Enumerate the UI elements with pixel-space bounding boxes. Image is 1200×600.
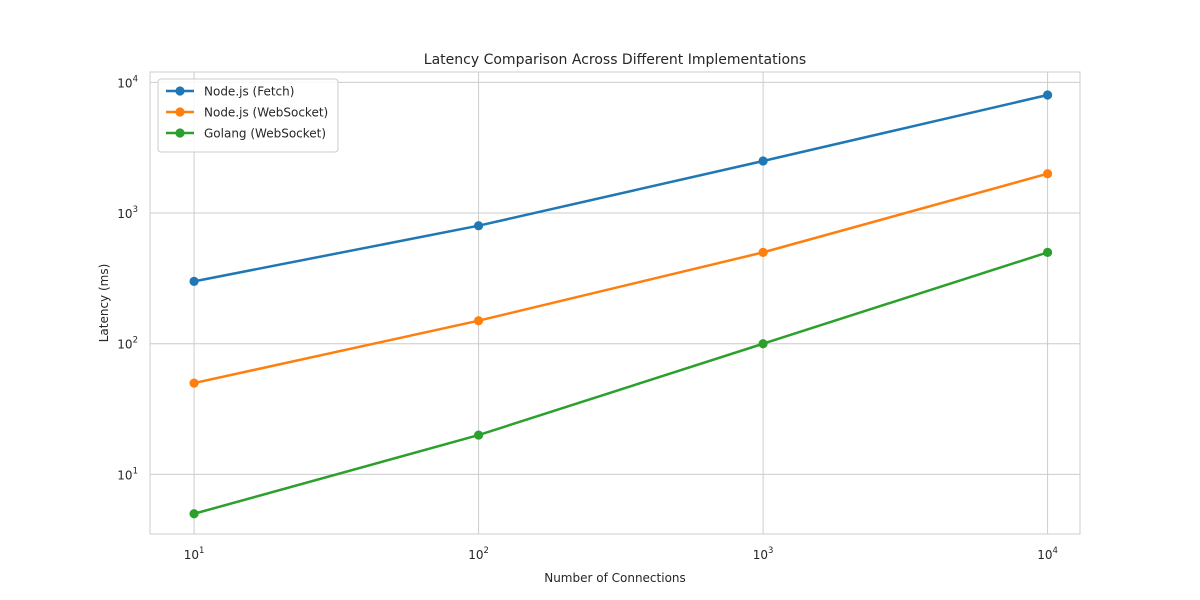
data-point xyxy=(189,509,199,519)
series-line xyxy=(192,172,1049,385)
y-tick-label: 103 xyxy=(117,205,138,221)
x-tick-base: 10 xyxy=(184,548,199,562)
legend-label: Node.js (Fetch) xyxy=(204,85,294,99)
data-point xyxy=(758,156,768,166)
y-tick-base: 10 xyxy=(117,468,132,482)
series-group xyxy=(189,90,1053,519)
data-point xyxy=(189,276,199,286)
x-tick-base: 10 xyxy=(468,548,483,562)
x-tick-exponent: 4 xyxy=(1053,546,1058,556)
x-tick-base: 10 xyxy=(753,548,768,562)
data-point xyxy=(758,339,768,349)
x-tick-label: 101 xyxy=(184,546,205,562)
legend: Node.js (Fetch) Node.js (WebSocket) Golang… xyxy=(157,78,339,153)
legend-box xyxy=(157,78,339,153)
plot-frame xyxy=(149,71,1081,535)
x-tick-label: 104 xyxy=(1037,546,1058,562)
data-point xyxy=(473,430,484,440)
data-point xyxy=(189,378,199,388)
legend-swatch-marker xyxy=(175,107,185,117)
legend-label: Node.js (WebSocket) xyxy=(204,106,328,120)
x-tick-label: 103 xyxy=(753,546,774,562)
data-point xyxy=(473,316,484,326)
data-point xyxy=(1042,247,1053,257)
y-tick-exponent: 3 xyxy=(133,205,138,215)
y-tick-base: 10 xyxy=(117,207,132,221)
x-tick-labels: 101 102 103 104 xyxy=(184,546,1058,562)
data-point xyxy=(758,247,768,257)
x-tick-exponent: 1 xyxy=(199,546,204,556)
data-point xyxy=(473,221,484,231)
legend-swatch-marker xyxy=(175,128,185,138)
data-point xyxy=(1042,90,1053,100)
y-tick-label: 104 xyxy=(117,74,138,90)
series-line xyxy=(192,251,1049,516)
series-line xyxy=(192,93,1049,283)
data-point xyxy=(1042,169,1053,179)
x-tick-base: 10 xyxy=(1037,548,1052,562)
y-tick-base: 10 xyxy=(117,338,132,352)
y-tick-base: 10 xyxy=(117,76,132,90)
y-tick-exponent: 1 xyxy=(133,466,138,476)
legend-swatch-marker xyxy=(175,86,185,96)
x-tick-exponent: 2 xyxy=(484,546,489,556)
y-tick-label: 101 xyxy=(117,466,138,482)
x-axis-label: Number of Connections xyxy=(544,571,686,585)
x-tick-label: 102 xyxy=(468,546,489,562)
y-axis-label: Latency (ms) xyxy=(97,264,111,343)
y-tick-exponent: 2 xyxy=(133,336,138,346)
y-tick-exponent: 4 xyxy=(133,74,138,84)
y-tick-label: 102 xyxy=(117,336,138,352)
x-tick-exponent: 3 xyxy=(768,546,773,556)
chart-title: Latency Comparison Across Different Impl… xyxy=(424,52,806,68)
legend-label: Golang (WebSocket) xyxy=(204,127,326,141)
